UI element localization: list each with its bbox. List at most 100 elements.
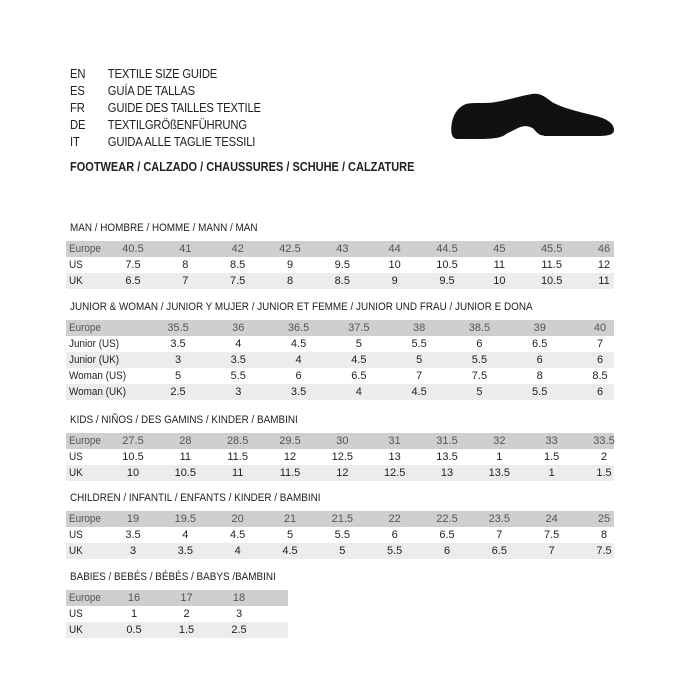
lang-code: DE [70, 118, 86, 132]
row-label: Europe [69, 513, 101, 525]
lang-code: EN [70, 67, 86, 81]
size-cell: 12.5 [331, 451, 354, 463]
lang-line-en: EN TEXTILE SIZE GUIDE [70, 67, 217, 81]
size-cell: 28.5 [226, 435, 249, 447]
size-cell: 6 [476, 338, 483, 350]
size-cell: 6 [391, 529, 398, 541]
lang-code: ES [70, 84, 85, 98]
size-cell: 18 [232, 592, 246, 604]
size-cell: 7.5 [544, 529, 560, 541]
row-label: UK [69, 624, 83, 636]
size-cell: 8.5 [334, 275, 350, 287]
size-cell: 42 [231, 243, 244, 255]
size-cell: 25 [597, 513, 611, 525]
size-cell: 6 [443, 545, 451, 557]
size-cell: 28 [179, 435, 192, 447]
size-cell: 38 [413, 322, 426, 334]
size-cell: 3 [174, 354, 182, 366]
size-cell: 17 [180, 592, 193, 604]
size-cell: 39 [533, 322, 546, 334]
lang-text: GUIDE DES TAILLES TEXTILE [107, 101, 261, 115]
size-cell: 1.5 [178, 624, 195, 636]
size-cell: 42.5 [279, 243, 301, 255]
size-cell: 37.5 [348, 322, 370, 334]
size-table: Europe 16 17 18 US 1 2 3 UK 0.5 1.5 2.5 [66, 590, 288, 638]
size-cell: 40 [593, 322, 607, 334]
size-cell: 2 [183, 608, 190, 620]
size-cell: 31 [388, 435, 401, 447]
size-cell: 6 [596, 354, 604, 366]
size-cell: 35.5 [167, 322, 189, 334]
size-cell: 8.5 [230, 259, 246, 271]
size-cell: 3.5 [290, 386, 307, 398]
size-cell: 8 [536, 370, 543, 382]
size-cell: 36 [232, 322, 245, 334]
table-row: UK 0.5 1.5 2.5 [66, 622, 288, 638]
size-cell: 4 [234, 545, 241, 557]
size-cell: 7 [416, 370, 423, 382]
size-cell: 3.5 [125, 529, 141, 541]
size-cell: 23.5 [488, 513, 511, 525]
size-cell: 31.5 [436, 435, 458, 447]
size-cell: 13 [440, 467, 454, 479]
row-label: Europe [69, 592, 101, 604]
size-cell: 9.5 [439, 275, 455, 287]
size-table: Europe 27.5 28 28.5 29.5 30 31 31.5 32 33 33.5 US 10… [66, 433, 615, 481]
size-cell: 32 [493, 435, 506, 447]
size-cell: 8 [286, 275, 294, 287]
size-cell: 4.5 [351, 354, 367, 366]
table-row: Europe 27.5 28 28.5 29.5 30 31 31.5 32 33 33.5 [66, 433, 615, 449]
row-label: US [69, 608, 83, 620]
row-label: Junior (US) [69, 338, 120, 350]
size-cell: 43 [336, 243, 349, 255]
size-cell: 4.5 [411, 386, 427, 398]
size-cell: 21 [283, 513, 297, 525]
size-cell: 13.5 [436, 451, 458, 463]
size-cell: 21.5 [331, 513, 354, 525]
size-cell: 4.5 [282, 545, 298, 557]
size-cell: 45 [493, 243, 506, 255]
size-cell: 5 [286, 529, 294, 541]
table-row: Europe 40.5 41 42 42.5 43 44 44.5 45 45.5 46 [66, 241, 614, 257]
size-cell: 33.5 [593, 435, 615, 447]
lang-text: GUIDA ALLE TAGLIE TESSILI [107, 135, 256, 149]
section-title: JUNIOR & WOMAN / JUNIOR Y MUJER / JUNIOR… [70, 301, 533, 313]
size-cell: 38.5 [468, 322, 491, 334]
size-cell: 2.5 [231, 624, 247, 636]
row-label: Woman (US) [69, 370, 127, 382]
size-table: Europe 19 19.5 20 21 21.5 22 22.5 23.5 24 25 US 3.5 4… [66, 511, 614, 559]
size-cell: 8 [600, 529, 608, 541]
section-title: KIDS / NIÑOS / DES GAMINS / KINDER / BAM… [70, 414, 298, 426]
table-row: US 1 2 3 [66, 606, 288, 622]
table-row: UK 3 3.5 4 4.5 5 5.5 6 6.5 7 7.5 [66, 543, 614, 559]
size-cell: 1 [548, 467, 555, 479]
size-cell: 7 [496, 529, 503, 541]
size-cell: 11 [598, 275, 610, 287]
row-label: UK [69, 467, 83, 479]
size-cell: 7 [182, 275, 189, 287]
size-cell: 3 [235, 608, 243, 620]
size-cell: 6.5 [351, 370, 367, 382]
section-title: MAN / HOMBRE / HOMME / MANN / MAN [70, 222, 258, 234]
lang-text: TEXTILGRÖßENFÜHRUNG [107, 118, 247, 132]
table-row: Junior (UK) 3 3.5 4 4.5 5 5.5 6 6 [66, 352, 614, 368]
size-cell: 13 [388, 451, 401, 463]
lang-code: FR [70, 101, 85, 115]
size-cell: 5 [174, 370, 182, 382]
size-cell: 3 [235, 386, 242, 398]
size-cell: 4 [355, 386, 362, 398]
row-label: UK [69, 275, 83, 287]
lang-line-fr: FR GUIDE DES TAILLES TEXTILE [70, 101, 261, 115]
size-cell: 1 [130, 608, 138, 620]
size-cell: 1.5 [596, 467, 612, 479]
lang-text: TEXTILE SIZE GUIDE [107, 67, 218, 81]
size-table: Europe 35.5 36 36.5 37.5 38 38.5 39 40 Junior (US… [66, 320, 614, 400]
row-label: Europe [69, 435, 101, 447]
size-cell: 10.5 [122, 451, 144, 463]
size-cell: 4 [235, 338, 242, 350]
table-row: UK 6.5 7 7.5 8 8.5 9 9.5 10 10.5 11 [66, 273, 614, 289]
size-cell: 2 [600, 451, 608, 463]
size-cell: 29.5 [279, 435, 301, 447]
size-cell: 4.5 [290, 338, 307, 350]
size-cell: 7.5 [230, 275, 246, 287]
